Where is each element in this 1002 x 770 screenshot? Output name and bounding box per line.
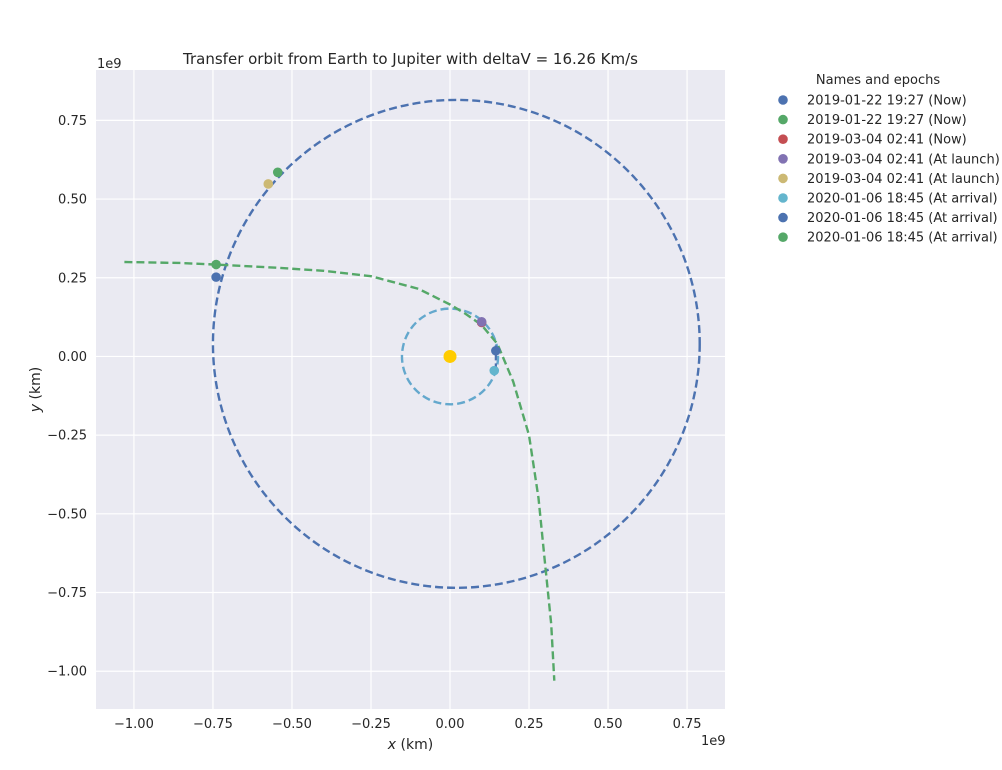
x-axis-label: x (km) <box>387 737 433 753</box>
epoch-point <box>211 259 221 270</box>
legend-title: Names and epochs <box>816 73 940 88</box>
y-tick-label: 0.25 <box>58 271 87 286</box>
y-axis-label: y (km) <box>28 367 44 413</box>
legend-entry-label: 2019-03-04 02:41 (At launch) <box>807 172 1000 187</box>
transfer-trajectory <box>124 260 556 681</box>
legend-entry-label: 2019-03-04 02:41 (Now) <box>807 133 967 148</box>
legend-marker <box>778 154 788 164</box>
legend-marker <box>778 95 788 105</box>
y-tick-label: −0.50 <box>47 507 87 522</box>
x-axis-offset-label: 1e9 <box>701 734 726 749</box>
y-tick-label: −1.00 <box>47 665 87 680</box>
outer-orbit <box>211 98 701 590</box>
x-tick-label: 0.00 <box>436 717 465 732</box>
sun-marker <box>443 349 457 363</box>
x-tick-label: 0.50 <box>594 717 623 732</box>
legend-marker <box>778 134 788 144</box>
x-tick-label: 0.25 <box>515 717 544 732</box>
x-tick-label: 0.75 <box>673 717 702 732</box>
legend-entry-label: 2020-01-06 18:45 (At arrival) <box>807 231 998 246</box>
inner-orbit <box>400 307 500 406</box>
legend-entry-label: 2019-01-22 19:27 (Now) <box>807 113 967 128</box>
legend-marker <box>778 114 788 125</box>
epoch-point <box>491 345 501 356</box>
x-tick-label: −0.50 <box>272 717 312 732</box>
legend: Names and epochs 2019-01-22 19:27 (Now) 2… <box>778 73 1000 246</box>
legend-entry-label: 2020-01-06 18:45 (At arrival) <box>807 211 998 226</box>
epoch-point <box>489 365 500 376</box>
plot-background <box>96 70 725 709</box>
plot-area <box>96 70 725 709</box>
y-axis-offset-label: 1e9 <box>97 57 122 72</box>
legend-marker <box>778 193 788 203</box>
y-tick-label: −0.25 <box>47 429 87 444</box>
x-tick-label: −0.75 <box>193 717 233 732</box>
y-tick-label: 0.75 <box>58 114 87 129</box>
x-tick-label: −0.25 <box>351 717 391 732</box>
x-tick-label: −1.00 <box>114 717 154 732</box>
legend-entry-label: 2019-03-04 02:41 (At launch) <box>807 152 1000 167</box>
legend-entry-label: 2020-01-06 18:45 (At arrival) <box>807 192 998 207</box>
legend-marker <box>778 232 788 242</box>
y-tick-label: −0.75 <box>47 586 87 601</box>
epoch-point <box>263 179 274 189</box>
y-tick-label: 0.50 <box>58 193 87 208</box>
epoch-point <box>476 317 487 327</box>
chart-title: Transfer orbit from Earth to Jupiter wit… <box>182 50 638 68</box>
y-tick-label: 0.00 <box>58 350 87 365</box>
legend-entry-label: 2019-01-22 19:27 (Now) <box>807 94 967 109</box>
epoch-point <box>272 167 283 178</box>
legend-marker <box>778 212 788 223</box>
epoch-point <box>211 272 221 282</box>
legend-marker <box>778 173 788 184</box>
